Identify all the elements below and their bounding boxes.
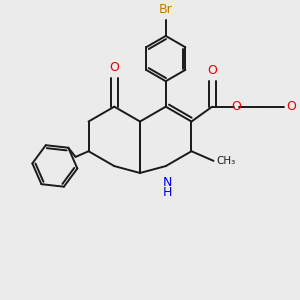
Text: O: O bbox=[231, 100, 241, 113]
Text: CH₃: CH₃ bbox=[216, 156, 236, 166]
Text: N: N bbox=[163, 176, 172, 189]
Text: O: O bbox=[207, 64, 217, 77]
Text: H: H bbox=[163, 187, 172, 200]
Text: O: O bbox=[286, 100, 296, 113]
Text: O: O bbox=[109, 61, 119, 74]
Text: Br: Br bbox=[159, 3, 172, 16]
